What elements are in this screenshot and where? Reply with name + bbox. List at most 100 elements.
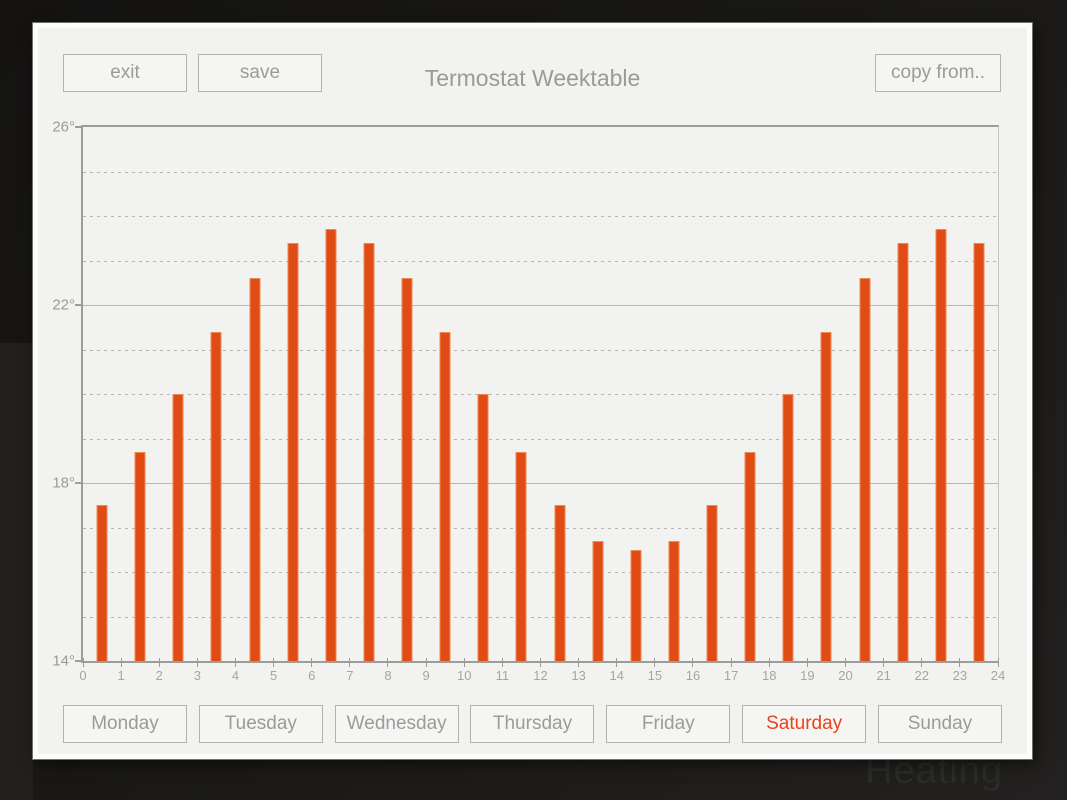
day-button-thursday[interactable]: Thursday <box>470 705 595 743</box>
bar-hour-13[interactable] <box>592 540 604 661</box>
x-axis-label-23: 23 <box>952 668 968 683</box>
x-axis-tick-15 <box>654 658 656 667</box>
day-button-monday[interactable]: Monday <box>63 705 187 743</box>
y-axis-label-14: 14° <box>52 652 75 670</box>
bar-hour-12[interactable] <box>554 505 566 661</box>
x-axis-tick-24 <box>997 658 999 667</box>
x-axis-tick-21 <box>883 658 885 667</box>
x-axis-tick-10 <box>463 658 465 667</box>
day-button-sunday[interactable]: Sunday <box>877 705 1002 743</box>
bar-hour-0[interactable] <box>96 505 108 661</box>
bar-hour-16[interactable] <box>706 505 718 661</box>
x-axis-tick-3 <box>196 658 198 667</box>
weektable-panel: exit save Termostat Weektable copy from.… <box>33 23 1032 759</box>
x-axis-tick-18 <box>768 658 770 667</box>
bar-hour-14[interactable] <box>630 549 642 661</box>
x-axis-tick-6 <box>311 658 313 667</box>
bar-hour-18[interactable] <box>782 394 794 661</box>
bar-hour-11[interactable] <box>515 451 527 661</box>
gridline-24 <box>83 216 998 217</box>
x-axis-tick-17 <box>730 658 732 667</box>
gridline-18 <box>83 483 998 484</box>
x-axis-label-10: 10 <box>457 668 472 683</box>
x-axis-label-3: 3 <box>193 668 201 683</box>
bar-hour-1[interactable] <box>134 451 146 661</box>
x-axis-label-16: 16 <box>685 668 701 683</box>
x-axis-label-19: 19 <box>800 668 815 683</box>
x-axis-label-2: 2 <box>155 668 163 683</box>
x-axis-tick-19 <box>806 658 808 667</box>
x-axis-tick-14 <box>616 658 618 667</box>
gridline-16 <box>83 572 998 573</box>
bar-hour-2[interactable] <box>172 394 184 661</box>
x-axis-tick-16 <box>692 658 694 667</box>
bar-hour-22[interactable] <box>935 229 947 661</box>
bar-hour-8[interactable] <box>401 278 413 661</box>
x-axis-label-1: 1 <box>117 668 125 683</box>
x-axis-label-22: 22 <box>914 668 929 683</box>
day-button-wednesday[interactable]: Wednesday <box>334 705 459 743</box>
day-button-tuesday[interactable]: Tuesday <box>198 705 323 743</box>
y-axis-tick-14 <box>75 660 81 662</box>
gridline-25 <box>83 171 998 173</box>
x-axis-tick-12 <box>540 658 541 667</box>
x-axis-tick-23 <box>959 658 961 667</box>
x-axis-label-13: 13 <box>571 668 586 683</box>
x-axis-label-14: 14 <box>609 668 624 683</box>
x-axis-label-5: 5 <box>270 668 278 683</box>
exit-button[interactable]: exit <box>63 54 187 92</box>
x-axis-tick-7 <box>349 658 351 667</box>
x-axis-tick-1 <box>120 658 122 667</box>
x-axis-label-15: 15 <box>647 668 663 683</box>
gridline-21 <box>83 349 998 351</box>
gridline-20 <box>83 394 998 395</box>
background-strip <box>0 343 33 800</box>
save-button[interactable]: save <box>198 54 322 92</box>
bar-hour-6[interactable] <box>325 229 337 661</box>
x-axis-label-18: 18 <box>762 668 777 683</box>
bar-hour-21[interactable] <box>897 242 909 661</box>
bar-hour-3[interactable] <box>210 331 222 661</box>
page-title: Termostat Weektable <box>424 65 641 91</box>
gridline-19 <box>83 438 998 440</box>
day-button-saturday[interactable]: Saturday <box>742 705 867 743</box>
bar-hour-5[interactable] <box>287 242 299 661</box>
x-axis-label-11: 11 <box>495 668 510 683</box>
x-axis-tick-20 <box>845 658 846 667</box>
y-axis-label-18: 18° <box>52 474 75 492</box>
y-axis-label-26: 26° <box>52 118 75 136</box>
x-axis-label-4: 4 <box>231 668 240 683</box>
bar-hour-20[interactable] <box>859 278 871 661</box>
bar-hour-15[interactable] <box>668 540 680 661</box>
bar-hour-4[interactable] <box>249 278 261 661</box>
x-axis-label-8: 8 <box>384 668 392 683</box>
y-axis-tick-18 <box>75 481 81 484</box>
gridline-23 <box>83 260 998 262</box>
y-axis-tick-26 <box>75 126 81 128</box>
x-axis-tick-11 <box>501 658 503 667</box>
x-axis-label-9: 9 <box>422 668 430 683</box>
bar-hour-17[interactable] <box>744 451 756 661</box>
x-axis-label-6: 6 <box>308 668 316 683</box>
day-tabs: Monday Tuesday Wednesday Thursday Friday Satu… <box>63 705 1002 743</box>
temperature-chart: 26° 22° 18° 14° 0 1 2 3 4 5 6 7 8 9 10 11 12 13 14 15 16 17 18… <box>52 119 1005 684</box>
gridline-17 <box>83 527 998 529</box>
x-axis-label-21: 21 <box>876 668 891 683</box>
x-axis-label-0: 0 <box>79 668 87 683</box>
x-axis-label-7: 7 <box>346 668 354 683</box>
bar-hour-7[interactable] <box>363 242 375 661</box>
x-axis-tick-5 <box>273 658 275 667</box>
y-axis-tick-22 <box>75 303 81 306</box>
bar-hour-9[interactable] <box>439 331 451 661</box>
gridline-22 <box>83 305 998 306</box>
bar-hour-19[interactable] <box>820 331 832 661</box>
day-button-friday[interactable]: Friday <box>606 705 731 743</box>
gridline-15 <box>83 616 998 618</box>
bar-hour-10[interactable] <box>477 394 489 661</box>
x-axis-tick-8 <box>387 658 389 667</box>
bar-hour-23[interactable] <box>973 242 985 661</box>
x-axis-tick-13 <box>578 658 580 667</box>
copy-from-button[interactable]: copy from.. <box>875 54 1001 92</box>
x-axis-tick-0 <box>82 658 84 667</box>
x-axis-label-24: 24 <box>990 668 1006 683</box>
